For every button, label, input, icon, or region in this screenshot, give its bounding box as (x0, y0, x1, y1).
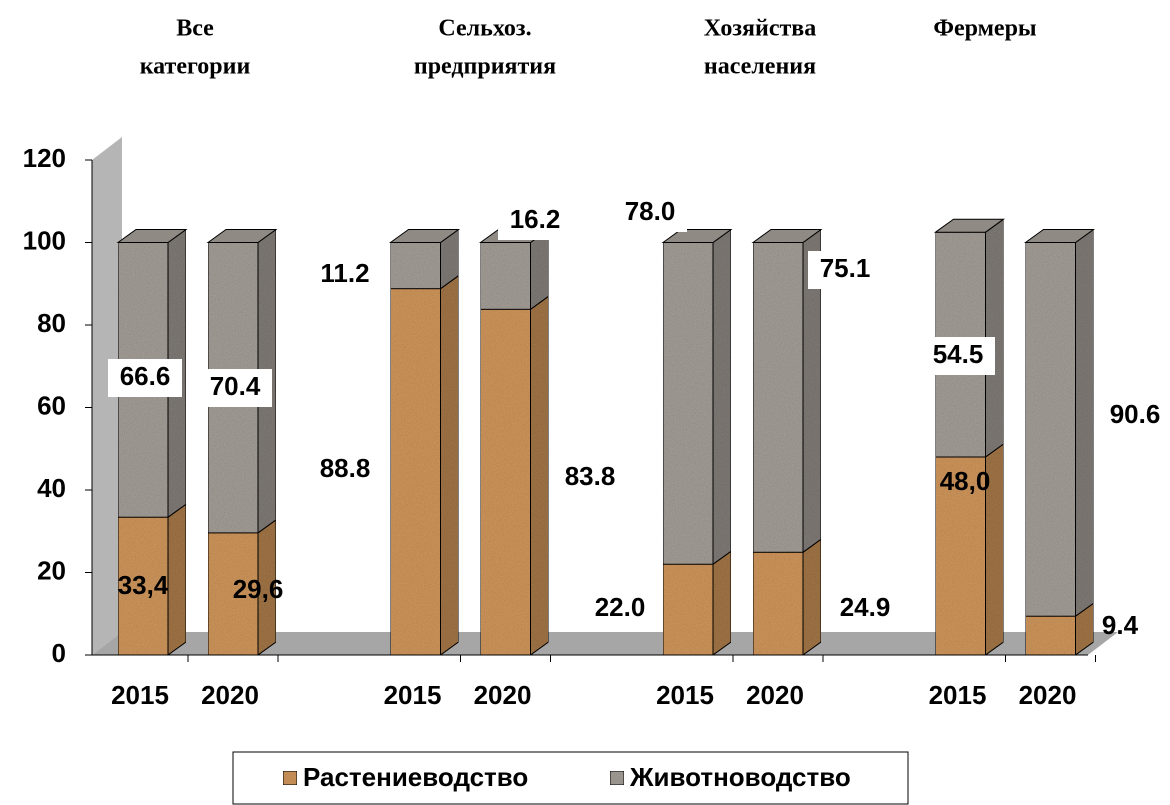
bar-side (530, 295, 549, 656)
bar-side (440, 274, 459, 656)
data-label: 90.6 (1110, 399, 1161, 429)
bar-segment (1025, 615, 1076, 656)
data-label: 54.5 (933, 339, 984, 369)
data-label: 78.0 (625, 196, 676, 226)
x-tick-label: 2020 (201, 680, 259, 710)
label-box (108, 359, 182, 397)
data-label: 22.0 (595, 592, 646, 622)
label-box (921, 337, 995, 375)
bar-top (206, 229, 278, 243)
data-label: 11.2 (320, 258, 369, 288)
label-box (808, 251, 882, 289)
data-label: 29,6 (233, 574, 284, 604)
bar-segment (390, 288, 441, 656)
bar-top (751, 229, 823, 243)
y-tick-label: 20 (37, 555, 66, 585)
bar-segment (207, 532, 259, 656)
x-tick-label: 2015 (656, 680, 714, 710)
x-tick-label: 2020 (746, 680, 804, 710)
legend-swatch (609, 770, 625, 786)
bar-segment (935, 456, 986, 656)
group-label: Хозяйства (704, 16, 816, 42)
data-label: 9.4 (1102, 610, 1139, 640)
bar-top (1023, 229, 1096, 243)
bar-side (1075, 228, 1094, 618)
bar-side (712, 228, 732, 566)
data-label: 83.8 (565, 461, 616, 491)
group-label: населения (704, 54, 816, 80)
x-tick-label: 2015 (929, 680, 987, 710)
group-label: категории (140, 54, 251, 80)
bar-side (712, 550, 732, 656)
y-tick-label: 60 (37, 390, 66, 420)
y-tick-label: 0 (52, 638, 66, 668)
label-box (198, 369, 272, 407)
data-label: 88.8 (320, 453, 371, 483)
data-label: 70.4 (210, 371, 261, 401)
data-label: 24.9 (840, 592, 891, 622)
label-box (613, 194, 687, 232)
y-tick-label: 120 (23, 143, 66, 173)
bar-top (388, 229, 461, 243)
floor (92, 632, 1118, 655)
group-label: Фермеры (933, 16, 1037, 42)
legend-swatch (282, 770, 298, 786)
y-tick-label: 40 (37, 473, 66, 503)
y-tick-label: 100 (23, 225, 66, 255)
label-box (498, 202, 572, 240)
back-wall (92, 137, 122, 655)
bar-side (167, 503, 187, 656)
bar-segment (480, 242, 531, 310)
x-tick-label: 2015 (384, 680, 442, 710)
bar-segment (752, 242, 804, 553)
legend-label: Животноводство (629, 762, 851, 792)
y-tick-label: 80 (37, 308, 66, 338)
bar-segment (662, 242, 714, 565)
bar-top (933, 218, 1006, 233)
bar-top (661, 229, 733, 243)
bar-side (802, 538, 822, 656)
data-label: 16.2 (510, 204, 561, 234)
bar-segment (117, 516, 169, 656)
bar-segment (752, 551, 804, 656)
data-label: 66.6 (120, 361, 171, 391)
data-label: 48,0 (940, 466, 991, 496)
data-label: 75.1 (820, 253, 871, 283)
bar-segment (1025, 242, 1076, 617)
group-label: предприятия (414, 54, 556, 80)
legend-label: Растениеводство (303, 762, 528, 792)
legend (232, 751, 909, 805)
x-tick-label: 2015 (111, 680, 169, 710)
group-label: Сельхоз. (438, 16, 531, 42)
x-tick-label: 2020 (474, 680, 532, 710)
bar-segment (480, 308, 531, 656)
data-label: 33,4 (118, 570, 169, 600)
bar-segment (662, 563, 714, 656)
bar-side (530, 228, 549, 311)
bar-segment (390, 242, 441, 290)
bar-top (116, 229, 188, 243)
group-label: Все (176, 16, 214, 42)
x-tick-label: 2020 (1019, 680, 1077, 710)
